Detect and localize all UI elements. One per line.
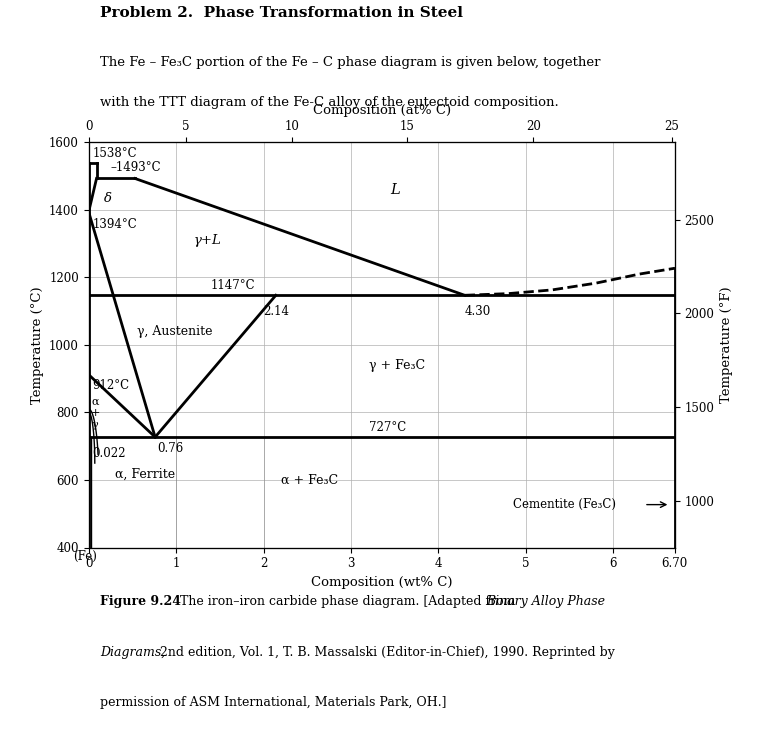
Text: γ, Austenite: γ, Austenite <box>136 325 212 338</box>
Text: γ+L: γ+L <box>194 234 221 247</box>
Text: (Fe): (Fe) <box>73 550 97 563</box>
Text: with the TTT diagram of the Fe-C alloy of the eutectoid composition.: with the TTT diagram of the Fe-C alloy o… <box>100 96 559 109</box>
Text: –1493°C: –1493°C <box>110 161 161 174</box>
X-axis label: Composition (wt% C): Composition (wt% C) <box>311 576 453 589</box>
Text: Diagrams,: Diagrams, <box>100 646 166 658</box>
Text: Figure 9.24: Figure 9.24 <box>100 595 181 608</box>
Y-axis label: Temperature (°F): Temperature (°F) <box>720 287 732 403</box>
Y-axis label: Temperature (°C): Temperature (°C) <box>31 286 43 404</box>
Text: 2nd edition, Vol. 1, T. B. Massalski (Editor-in-Chief), 1990. Reprinted by: 2nd edition, Vol. 1, T. B. Massalski (Ed… <box>156 646 614 658</box>
Text: Problem 2.  Phase Transformation in Steel: Problem 2. Phase Transformation in Steel <box>100 6 463 20</box>
Text: 4.30: 4.30 <box>465 305 491 318</box>
Text: L: L <box>390 182 399 196</box>
Text: 0.022: 0.022 <box>93 447 126 460</box>
Text: α
+
γ: α + γ <box>91 396 101 430</box>
Text: 1147°C: 1147°C <box>211 279 256 291</box>
Text: The Fe – Fe₃C portion of the Fe – C phase diagram is given below, together: The Fe – Fe₃C portion of the Fe – C phas… <box>100 56 601 69</box>
Text: 912°C: 912°C <box>93 379 130 392</box>
Text: Cementite (Fe₃C): Cementite (Fe₃C) <box>513 498 616 511</box>
Text: 2.14: 2.14 <box>263 305 289 318</box>
Text: α + Fe₃C: α + Fe₃C <box>281 474 338 486</box>
Text: The iron–iron carbide phase diagram. [Adapted from: The iron–iron carbide phase diagram. [Ad… <box>172 595 520 608</box>
Text: 0.76: 0.76 <box>157 442 183 456</box>
Text: 1538°C: 1538°C <box>93 147 138 160</box>
Text: δ: δ <box>103 191 112 204</box>
Text: permission of ASM International, Materials Park, OH.]: permission of ASM International, Materia… <box>100 696 446 710</box>
Text: 727°C: 727°C <box>369 420 406 434</box>
X-axis label: Composition (at% C): Composition (at% C) <box>312 104 451 117</box>
Text: 1394°C: 1394°C <box>93 218 137 231</box>
Text: γ + Fe₃C: γ + Fe₃C <box>369 358 425 372</box>
Text: Binary Alloy Phase: Binary Alloy Phase <box>487 595 605 608</box>
Text: α, Ferrite: α, Ferrite <box>115 468 175 481</box>
